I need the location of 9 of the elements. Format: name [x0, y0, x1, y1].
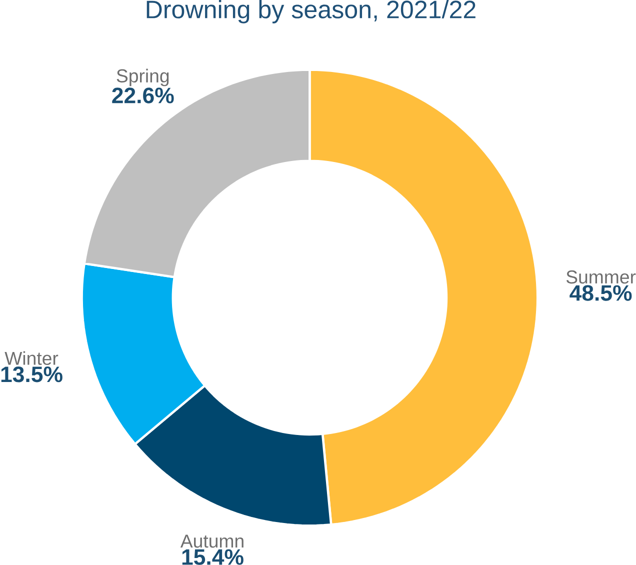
data-label: 15.4% — [182, 549, 244, 565]
chart-title: Drowning by season, 2021/22 — [146, 0, 476, 24]
data-label: 13.5% — [1, 366, 62, 382]
slice-label: Spring — [116, 68, 169, 86]
data-label: 48.5% — [570, 285, 632, 301]
data-label: 22.6% — [112, 88, 174, 104]
slice-label: Autumn — [180, 534, 244, 548]
slice-label: Winter — [4, 351, 58, 365]
slice-label: Summer — [566, 270, 636, 284]
